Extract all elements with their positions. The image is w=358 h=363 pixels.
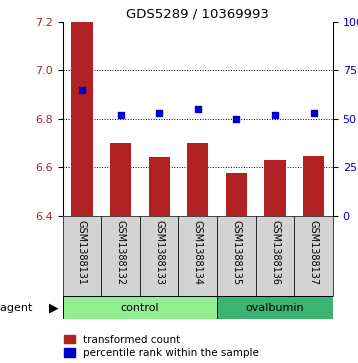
Text: GSM1388137: GSM1388137 [309, 220, 319, 285]
Bar [294, 216, 333, 296]
Bar [217, 296, 333, 319]
Text: GSM1388132: GSM1388132 [116, 220, 126, 285]
Bar [226, 173, 247, 216]
Point [79, 87, 85, 93]
Bar [71, 19, 93, 216]
Point [156, 110, 162, 116]
Text: GSM1388135: GSM1388135 [231, 220, 241, 285]
Text: ▶: ▶ [49, 301, 59, 314]
Point [118, 112, 124, 118]
Bar [187, 143, 208, 216]
Text: GSM1388134: GSM1388134 [193, 220, 203, 285]
Point [195, 106, 201, 112]
Text: GSM1388133: GSM1388133 [154, 220, 164, 285]
Text: GSM1388136: GSM1388136 [270, 220, 280, 285]
Bar [265, 160, 286, 216]
Title: GDS5289 / 10369993: GDS5289 / 10369993 [126, 8, 269, 21]
Bar [63, 216, 101, 296]
Text: control: control [121, 303, 159, 313]
Bar [110, 143, 131, 216]
Point [311, 110, 316, 116]
Text: GSM1388131: GSM1388131 [77, 220, 87, 285]
Legend: transformed count, percentile rank within the sample: transformed count, percentile rank withi… [64, 335, 259, 358]
Bar [101, 216, 140, 296]
Bar [179, 216, 217, 296]
Bar [217, 216, 256, 296]
Bar [63, 296, 217, 319]
Bar [140, 216, 179, 296]
Bar [303, 156, 324, 216]
Point [272, 112, 278, 118]
Point [233, 116, 239, 122]
Text: ovalbumin: ovalbumin [246, 303, 304, 313]
Text: agent: agent [0, 303, 36, 313]
Bar [149, 156, 170, 216]
Bar [256, 216, 294, 296]
